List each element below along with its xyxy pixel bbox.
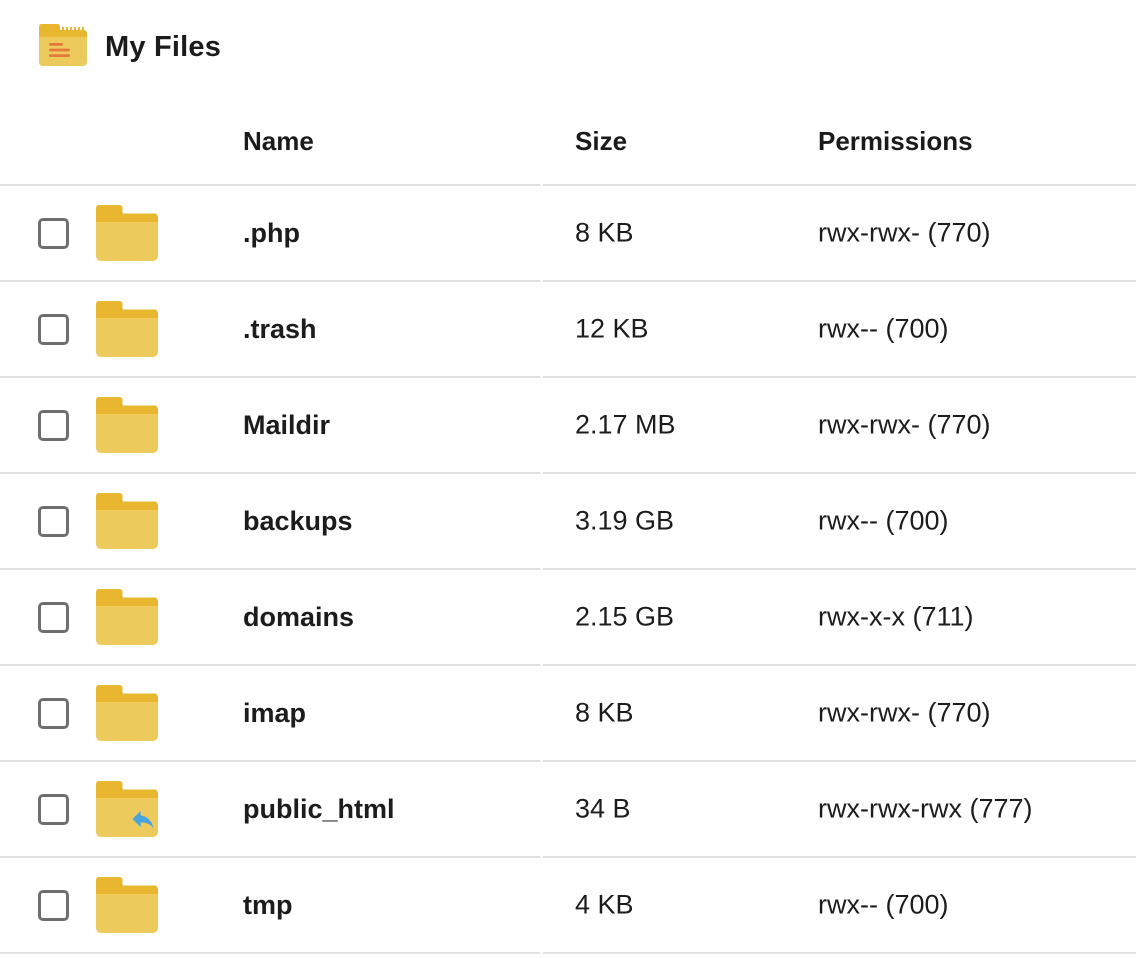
- row-right-cell: 4 KB rwx-- (700): [543, 858, 1136, 954]
- table-row[interactable]: .trash 12 KB rwx-- (700): [0, 282, 1136, 378]
- folder-icon: [96, 685, 158, 741]
- file-name-link[interactable]: .trash: [243, 313, 317, 344]
- row-left-cell: public_html: [0, 762, 540, 858]
- row-left-cell: domains: [0, 570, 540, 666]
- row-left-cell: Maildir: [0, 378, 540, 474]
- file-permissions-value: rwx-rwx- (770): [818, 217, 991, 248]
- row-right-cell: 2.15 GB rwx-x-x (711): [543, 570, 1136, 666]
- page-title: My Files: [105, 31, 222, 63]
- file-size-value: 4 KB: [575, 889, 634, 920]
- file-permissions-value: rwx-rwx- (770): [818, 697, 991, 728]
- table-row[interactable]: backups 3.19 GB rwx-- (700): [0, 474, 1136, 570]
- file-size-value: 3.19 GB: [575, 505, 675, 536]
- row-checkbox[interactable]: [38, 697, 69, 729]
- file-name-link[interactable]: .php: [243, 217, 300, 248]
- file-permissions-value: rwx-rwx-rwx (777): [818, 793, 1033, 824]
- row-left-cell: .trash: [0, 282, 540, 378]
- folder-icon: [96, 781, 158, 837]
- file-permissions-value: rwx-x-x (711): [818, 601, 974, 632]
- file-size-value: 8 KB: [575, 697, 634, 728]
- folder-icon: [96, 589, 158, 645]
- row-right-cell: 2.17 MB rwx-rwx- (770): [543, 378, 1136, 474]
- column-header-name[interactable]: Name: [243, 126, 314, 156]
- file-size-value: 8 KB: [575, 217, 634, 248]
- file-table-body: .php 8 KB rwx-rwx- (770) .trash: [0, 186, 1136, 954]
- row-checkbox[interactable]: [38, 601, 69, 633]
- file-name-link[interactable]: public_html: [243, 793, 395, 824]
- row-checkbox[interactable]: [38, 313, 69, 345]
- table-row[interactable]: tmp 4 KB rwx-- (700): [0, 858, 1136, 954]
- table-row[interactable]: .php 8 KB rwx-rwx- (770): [0, 186, 1136, 282]
- row-checkbox[interactable]: [38, 793, 69, 825]
- my-files-folder-icon: [39, 24, 87, 71]
- column-header-size[interactable]: Size: [575, 126, 628, 156]
- file-name-link[interactable]: domains: [243, 601, 355, 632]
- row-right-cell: 34 B rwx-rwx-rwx (777): [543, 762, 1136, 858]
- table-row[interactable]: imap 8 KB rwx-rwx- (770): [0, 666, 1136, 762]
- file-permissions-value: rwx-- (700): [818, 889, 949, 920]
- table-row[interactable]: Maildir 2.17 MB rwx-rwx- (770): [0, 378, 1136, 474]
- file-size-value: 34 B: [575, 793, 631, 824]
- folder-icon: [96, 493, 158, 549]
- row-checkbox[interactable]: [38, 889, 69, 921]
- folder-icon: [96, 877, 158, 933]
- file-permissions-value: rwx-- (700): [818, 505, 949, 536]
- table-header-left-segment: Name: [0, 0, 540, 186]
- file-permissions-value: rwx-rwx- (770): [818, 409, 991, 440]
- row-left-cell: backups: [0, 474, 540, 570]
- row-left-cell: .php: [0, 186, 540, 282]
- file-name-link[interactable]: backups: [243, 505, 353, 536]
- table-row[interactable]: domains 2.15 GB rwx-x-x (711): [0, 570, 1136, 666]
- table-header-right-segment: Size Permissions: [543, 0, 1136, 186]
- folder-icon: [96, 397, 158, 453]
- folder-icon: [96, 301, 158, 357]
- row-left-cell: imap: [0, 666, 540, 762]
- table-row[interactable]: public_html 34 B rwx-rwx-rwx (777): [0, 762, 1136, 858]
- row-left-cell: tmp: [0, 858, 540, 954]
- folder-icon: [96, 205, 158, 261]
- row-right-cell: 12 KB rwx-- (700): [543, 282, 1136, 378]
- file-name-link[interactable]: tmp: [243, 889, 293, 920]
- row-checkbox[interactable]: [38, 505, 69, 537]
- file-size-value: 2.15 GB: [575, 601, 675, 632]
- table-header-row: Name Size Permissions: [0, 0, 1136, 186]
- column-header-permissions[interactable]: Permissions: [818, 126, 973, 156]
- page-header: My Files: [39, 24, 221, 71]
- row-checkbox[interactable]: [38, 409, 69, 441]
- file-permissions-value: rwx-- (700): [818, 313, 949, 344]
- row-right-cell: 8 KB rwx-rwx- (770): [543, 666, 1136, 762]
- file-size-value: 2.17 MB: [575, 409, 676, 440]
- row-checkbox[interactable]: [38, 217, 69, 249]
- symlink-arrow-icon: [132, 810, 154, 829]
- row-right-cell: 8 KB rwx-rwx- (770): [543, 186, 1136, 282]
- row-right-cell: 3.19 GB rwx-- (700): [543, 474, 1136, 570]
- file-name-link[interactable]: imap: [243, 697, 307, 728]
- file-size-value: 12 KB: [575, 313, 649, 344]
- file-name-link[interactable]: Maildir: [243, 409, 331, 440]
